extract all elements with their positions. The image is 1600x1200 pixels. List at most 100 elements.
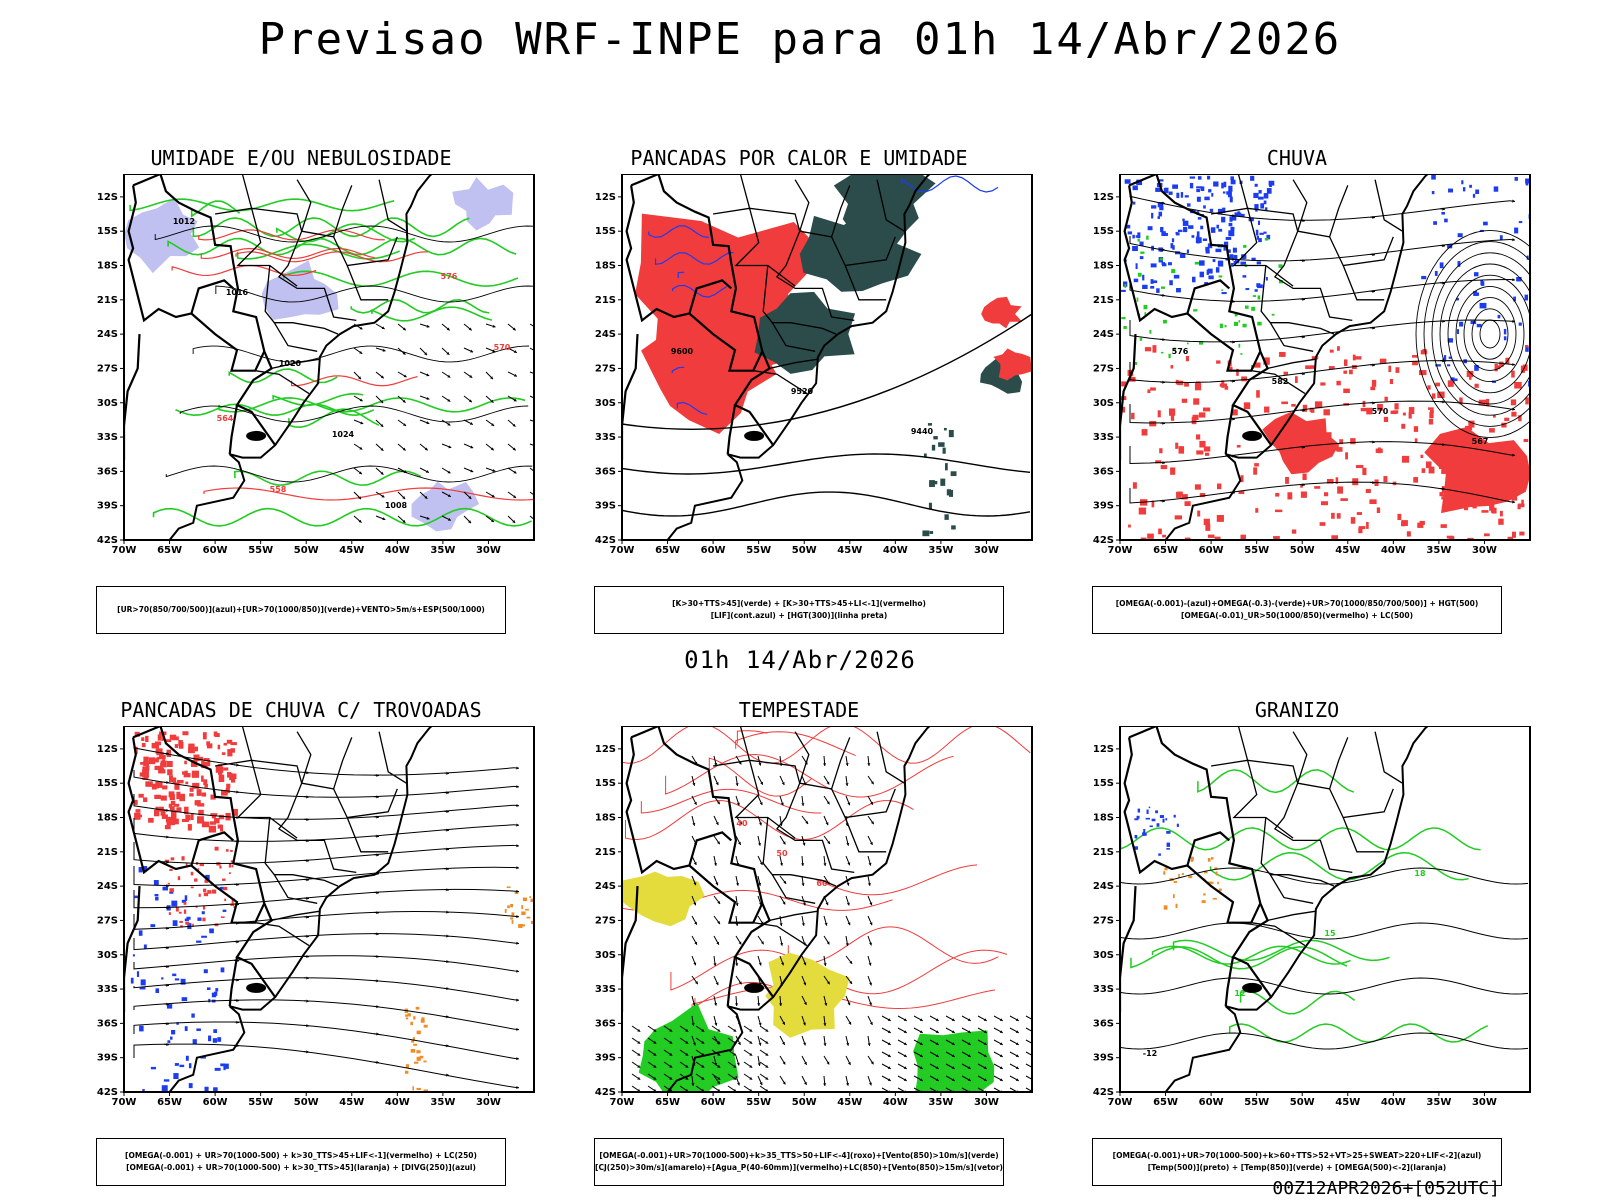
streamline (133, 910, 515, 930)
wind-arrowhead (691, 1083, 695, 1086)
lat-tick-label: 36S (1093, 1018, 1114, 1029)
red-speck (201, 792, 207, 797)
contour-label: 9440 (911, 427, 934, 436)
red-streamline (624, 800, 914, 841)
lat-tick-label: 21S (595, 847, 616, 858)
wind-arrowhead (424, 447, 428, 451)
wind-arrowhead (516, 914, 519, 919)
wind-arrowhead (376, 1060, 379, 1064)
red-speck (230, 742, 237, 746)
map-pancadas-calor[interactable]: 9600 9520 9440 70W 65W 60W 55W 50W 45W 40W 35W 30W 1… (594, 173, 1034, 578)
lon-tick-label: 40W (883, 1097, 908, 1108)
red-speck (203, 821, 210, 825)
country-border (1186, 312, 1262, 372)
blue-speck (1228, 230, 1235, 237)
red-speck (145, 735, 149, 743)
wind-arrowhead (983, 1054, 987, 1057)
red-speck (1511, 370, 1515, 378)
red-speck (1121, 406, 1126, 413)
lagoon (1242, 982, 1263, 993)
red-speck (1295, 376, 1298, 384)
wind-arrowhead (1372, 326, 1375, 330)
blue-speck (1483, 302, 1487, 309)
blue-speck (1257, 284, 1263, 289)
orange-speck (1215, 871, 1218, 876)
red-speck (1422, 349, 1427, 354)
state-border (255, 370, 310, 395)
wind-arrowhead (380, 471, 384, 475)
map-granizo[interactable]: -12 12 15 18 70W 65W 60W 55W 50W 45W 40W 35W 30W 12S 1… (1092, 725, 1532, 1130)
wind-arrowhead (1372, 363, 1375, 367)
wind-arrowhead (446, 1044, 449, 1048)
lat-tick-label: 27S (595, 363, 616, 374)
map-umidade[interactable]: 1012 1016 1020 1024 1008 576 570 564 558 70W 65W 60… (96, 173, 536, 578)
red-speck (1345, 452, 1348, 460)
red-speck (1160, 465, 1168, 470)
blue-speck (1447, 338, 1454, 343)
orange-speck (1173, 881, 1177, 884)
blue-speck (1156, 288, 1160, 293)
blue-speck (1132, 246, 1138, 252)
red-speck (1255, 508, 1259, 513)
red-speck (1463, 507, 1469, 511)
map-frame (621, 725, 1033, 1093)
red-speck (1149, 421, 1157, 427)
blue-speck (139, 1025, 144, 1032)
blue-speck (1254, 289, 1258, 292)
orange-speck (1210, 857, 1214, 860)
red-speck (167, 821, 176, 826)
wind-arrowhead (381, 326, 385, 330)
red-speck (230, 748, 235, 753)
isobar (215, 285, 534, 303)
country-border (1224, 404, 1235, 455)
teal-speck (950, 471, 957, 477)
red-speck (1366, 522, 1369, 529)
red-speck (1421, 468, 1426, 473)
lat-tick-label: 42S (1093, 1087, 1114, 1098)
blue-speck (1448, 356, 1452, 359)
red-speck (176, 807, 182, 813)
green-contour (1197, 769, 1355, 794)
wind-arrowhead (871, 821, 874, 825)
blue-speck (150, 924, 156, 928)
red-speck (143, 797, 148, 803)
wind-arrowhead (749, 1088, 753, 1092)
red-speck (176, 791, 181, 800)
green-speck (1160, 286, 1165, 289)
red-speck (221, 752, 226, 755)
wind-arrowhead (736, 802, 740, 806)
red-speck (141, 737, 145, 741)
wind-arrow (1025, 1015, 1032, 1020)
blue-speck (1431, 174, 1436, 180)
red-speck (1192, 414, 1199, 420)
wind-arrowhead (869, 1021, 873, 1025)
red-speck (209, 821, 217, 825)
wind-arrowhead (166, 860, 169, 864)
wind-arrowhead (1302, 297, 1305, 301)
blue-speck (1235, 212, 1242, 217)
contour-label: 570 (494, 343, 511, 352)
green-wind-area (913, 1030, 995, 1092)
wind-arrowhead (765, 1064, 769, 1068)
lat-tick-label: 21S (1093, 847, 1114, 858)
wind-arrowhead (845, 783, 849, 786)
red-speck (1489, 503, 1495, 511)
wind-arrowhead (424, 495, 428, 499)
blue-speck (167, 1040, 171, 1043)
wind-arrowhead (692, 1002, 696, 1006)
map-tempestade[interactable]: 40 50 60 70W 65W 60W 55W 50W 45W 40W 35W 30W 12S 15S 1… (594, 725, 1034, 1130)
red-speck (138, 814, 143, 818)
wind-arrowhead (306, 771, 309, 775)
red-speck (1147, 389, 1151, 394)
state-border (769, 358, 818, 370)
map-chuva[interactable]: 576 582 570 567 70W 65W 60W 55W 50W 45W 40W 35W 30W 1… (1092, 173, 1532, 578)
red-speck (1371, 379, 1377, 387)
wind-arrowhead (867, 1043, 871, 1046)
lat-tick-label: 30S (595, 398, 616, 409)
wind-arrowhead (306, 878, 309, 882)
map-pancadas-trovoadas[interactable]: 70W 65W 60W 55W 50W 45W 40W 35W 30W 12S 15S 18S 21S 2… (96, 725, 536, 1130)
red-streamline (736, 730, 768, 744)
red-speck (1300, 484, 1303, 488)
red-speck (1504, 417, 1510, 422)
